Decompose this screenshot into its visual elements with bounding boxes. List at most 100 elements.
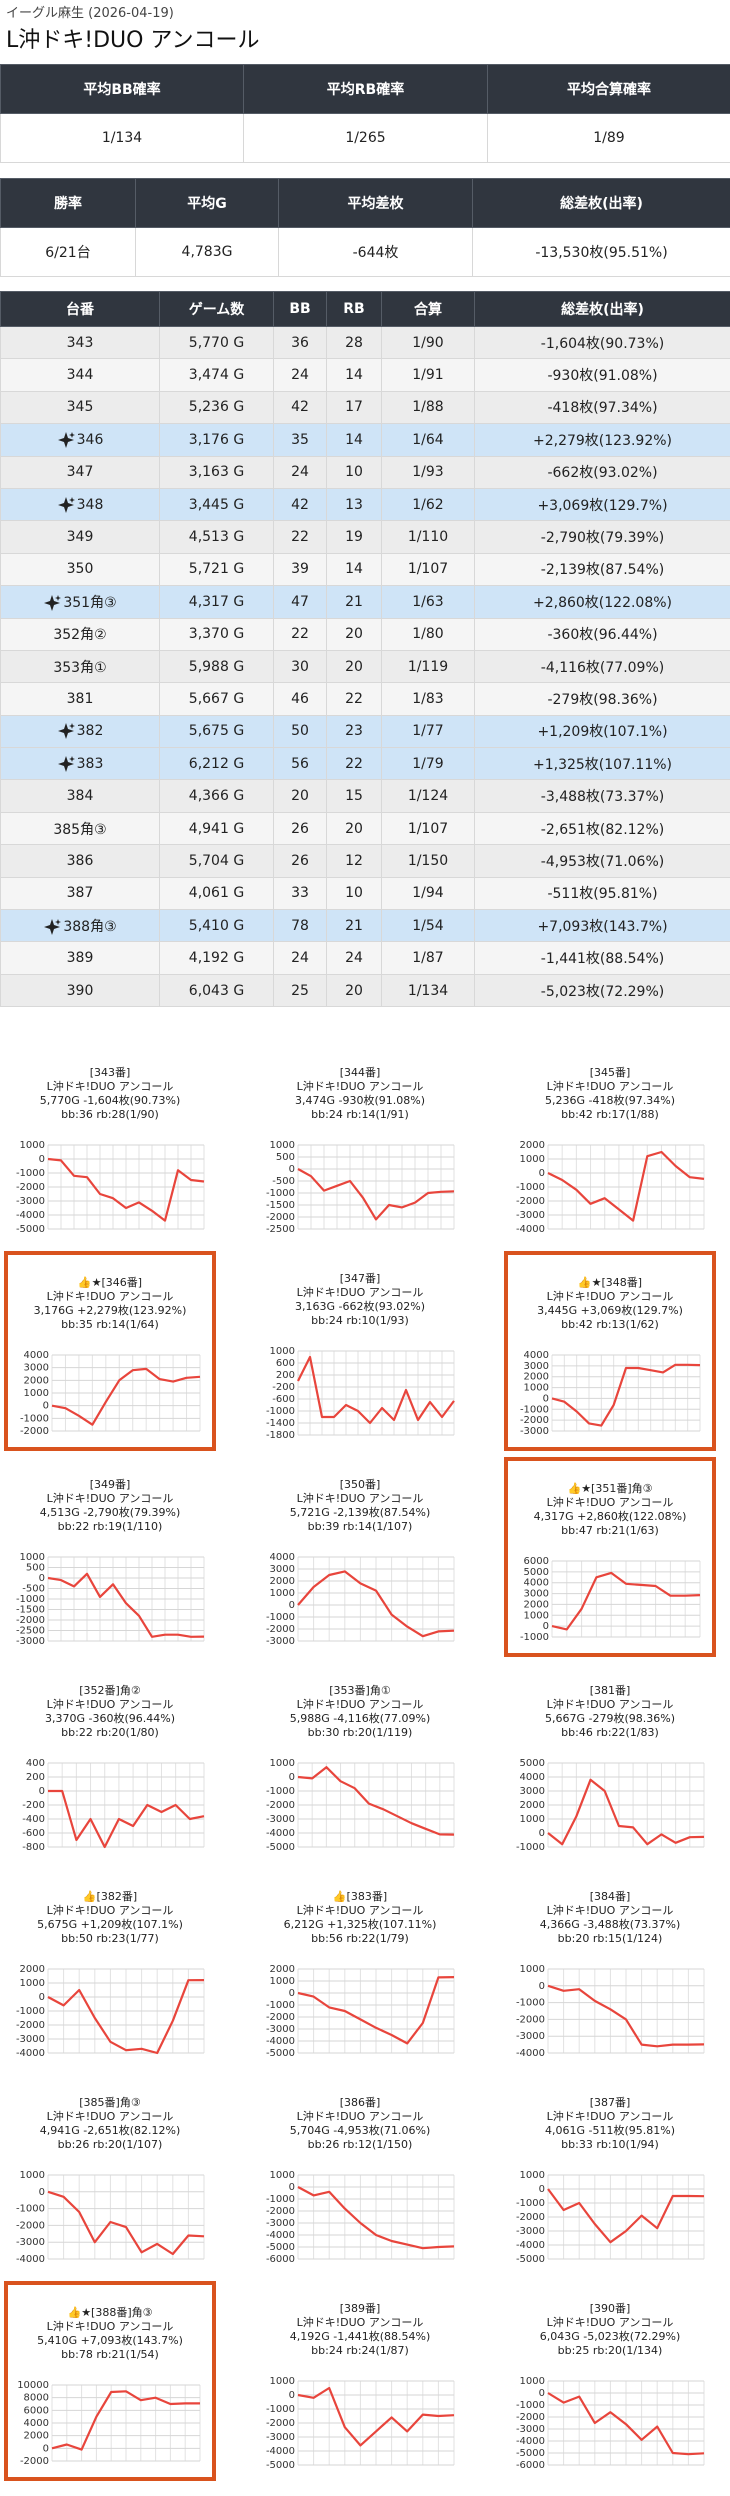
y-tick-label: 3000: [524, 1361, 549, 1372]
card-title: [347番]: [340, 1272, 381, 1285]
cell: 26: [273, 811, 327, 846]
cell: 4,783G: [135, 227, 279, 277]
y-tick-label: -6000: [516, 2460, 545, 2471]
card-stats: 4,941G -2,651枚(82.12%): [40, 2123, 181, 2137]
y-tick-label: 0: [43, 2443, 49, 2454]
card-stats: 5,988G -4,116枚(77.09%): [290, 1711, 431, 1725]
y-tick-label: -2000: [266, 1212, 295, 1223]
cell: 1/94: [381, 876, 475, 911]
cell: 1/79: [381, 747, 475, 781]
cell-text: 348: [76, 496, 104, 513]
card: 👍★[388番]角③ L沖ドキ!DUO アンコール 5,410G +7,093枚(1…: [4, 2281, 216, 2481]
header-cell: 平均合算確率: [487, 64, 730, 114]
cell: 388角③: [0, 909, 160, 943]
sparkle-icon: [57, 431, 75, 448]
card-stats: 5,675G +1,209枚(107.1%): [37, 1917, 183, 1931]
cell: -1,441枚(88.54%): [474, 941, 730, 975]
y-tick-label: -2000: [266, 2418, 295, 2429]
card-name: L沖ドキ!DUO アンコール: [47, 2320, 174, 2333]
sparkle: [68, 755, 75, 762]
y-tick-label: -6000: [266, 2254, 295, 2265]
card-title: 👍★[346番]: [78, 1276, 142, 1289]
y-tick-label: -1500: [266, 1200, 295, 1211]
card-counts: bb:50 rb:23(1/77): [61, 1932, 159, 1945]
y-tick-label: -4000: [266, 1828, 295, 1839]
y-tick-label: 0: [39, 1573, 45, 1584]
cell: 5,770 G: [159, 325, 274, 360]
cell-text: 383: [76, 755, 104, 772]
header-cell: 総差枚(出率): [474, 291, 730, 327]
card: [385番]角③ L沖ドキ!DUO アンコール 4,941G -2,651枚(82.…: [4, 2075, 216, 2275]
cell: 15: [326, 779, 382, 813]
y-tick-label: -4000: [516, 2436, 545, 2447]
cell: 56: [273, 747, 327, 781]
cell: 390: [0, 973, 160, 1008]
y-tick-label: 6000: [24, 2405, 49, 2416]
y-tick-label: 8000: [24, 2393, 49, 2404]
cell: 5,667 G: [159, 682, 274, 716]
summary1-table: 平均BB確率 平均RB確率 平均合算確率 1/134 1/265 1/89: [0, 64, 730, 163]
card-stats: 3,176G +2,279枚(123.92%): [34, 1303, 187, 1317]
card-name: L沖ドキ!DUO アンコール: [297, 2316, 424, 2329]
cell-text: 346: [76, 431, 104, 448]
cell: 35: [273, 423, 327, 457]
card-stats: 5,704G -4,953枚(71.06%): [290, 2123, 431, 2137]
card-title: 👍★[351番]角③: [568, 1482, 653, 1495]
card-stats: 5,667G -279枚(98.36%): [545, 1711, 675, 1725]
y-tick-label: -1000: [520, 1404, 549, 1415]
y-tick-label: 400: [26, 1758, 45, 1769]
card-name: L沖ドキ!DUO アンコール: [547, 1698, 674, 1711]
sparkle: [57, 723, 74, 740]
cell: 1/93: [381, 455, 475, 489]
y-tick-label: 4000: [270, 1552, 295, 1563]
cell: 4,513 G: [159, 520, 274, 554]
cell: 12: [326, 844, 382, 878]
cell: 352角②: [0, 617, 160, 651]
y-tick-label: -3000: [266, 2432, 295, 2443]
title: L沖ドキ!DUO アンコール: [6, 28, 260, 53]
cell: -13,530枚(95.51%): [472, 227, 730, 277]
y-tick-label: -5000: [266, 2048, 295, 2059]
y-tick-label: 1000: [524, 1383, 549, 1394]
cell: 3,176 G: [159, 423, 274, 457]
y-tick-label: -3000: [516, 2226, 545, 2237]
card-counts: bb:33 rb:10(1/94): [561, 2138, 659, 2151]
card-stats: 5,770G -1,604枚(90.73%): [40, 1093, 181, 1107]
line: [547, 2188, 705, 2244]
y-tick-label: 0: [539, 1168, 545, 1179]
cell: 22: [273, 617, 327, 651]
cell: 4,061 G: [159, 876, 274, 911]
y-tick-label: -3000: [16, 1196, 45, 1207]
cell: 36: [273, 325, 327, 360]
line: [48, 1789, 205, 1849]
y-tick-label: -600: [22, 1828, 45, 1839]
y-tick-label: -800: [22, 1842, 45, 1853]
y-tick-label: -2500: [16, 1626, 45, 1637]
card-counts: bb:20 rb:15(1/124): [558, 1932, 663, 1945]
sparkle-icon: [57, 496, 75, 513]
cell: 14: [326, 358, 382, 392]
y-tick-label: -2000: [16, 1182, 45, 1193]
y-tick-label: -1000: [520, 1632, 549, 1643]
y-tick-label: -4000: [266, 2036, 295, 2047]
y-tick-label: -3000: [16, 2034, 45, 2045]
card-stats: 3,445G +3,069枚(129.7%): [537, 1303, 683, 1317]
cell: 5,988 G: [159, 649, 274, 684]
y-tick-label: 1000: [270, 1758, 295, 1769]
y-tick-label: -4000: [516, 2240, 545, 2251]
y-tick-label: -5000: [266, 1842, 295, 1853]
line: [47, 1157, 205, 1222]
card-title: 👍★[388番]角③: [68, 2306, 153, 2319]
y-tick-label: 1000: [270, 2376, 295, 2387]
y-tick-label: -2000: [516, 1196, 545, 1207]
card-title: [390番]: [590, 2302, 631, 2315]
card: 👍★[346番] L沖ドキ!DUO アンコール 3,176G +2,279枚(123…: [4, 1251, 216, 1451]
sparkle: [57, 755, 74, 772]
cell: 344: [0, 358, 160, 392]
cell: 39: [273, 552, 327, 587]
row: 1/134 1/265 1/89: [0, 113, 730, 163]
cell: -644枚: [278, 227, 473, 277]
y-tick-label: 2000: [24, 2431, 49, 2442]
y-tick-label: -2000: [516, 2212, 545, 2223]
